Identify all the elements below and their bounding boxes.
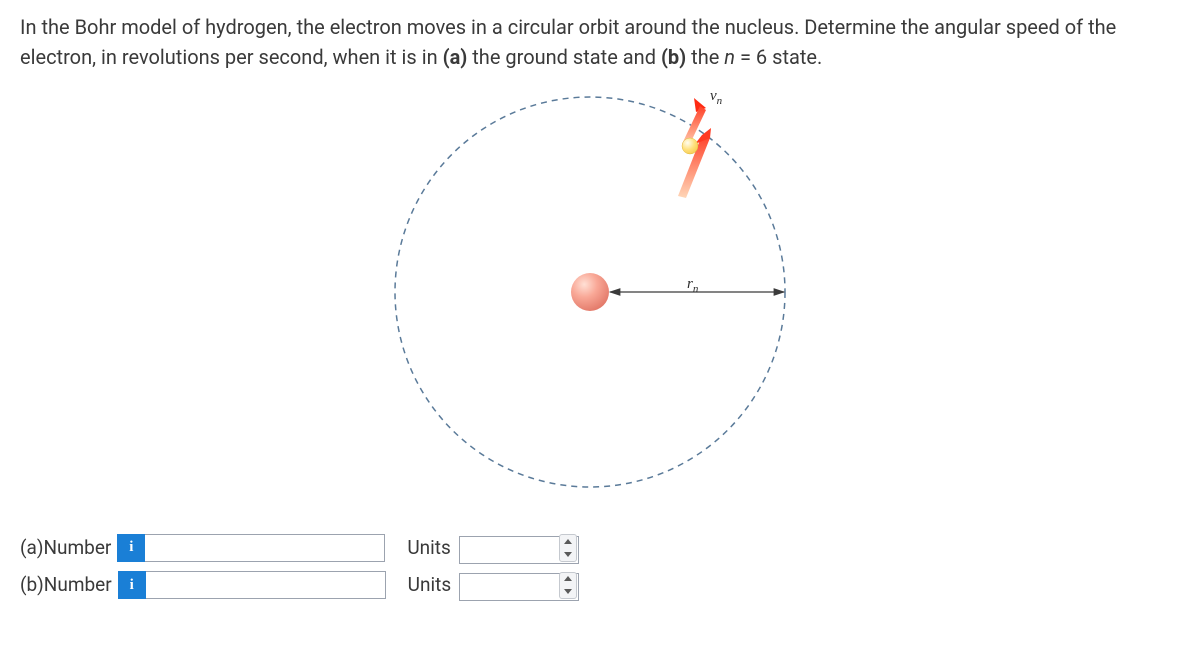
number-input-a[interactable]	[145, 534, 385, 562]
units-select-b[interactable]	[459, 573, 579, 601]
units-select-a[interactable]	[459, 536, 579, 564]
electron	[682, 138, 698, 154]
info-button-b[interactable]: i	[118, 571, 146, 599]
info-button-a[interactable]: i	[117, 534, 145, 562]
answer-row-b: (b)Number i Units	[20, 570, 1180, 602]
row-a-label: (a)Number	[20, 534, 111, 563]
electron-group	[678, 98, 722, 198]
units-label-a: Units	[407, 534, 450, 563]
question-n: n	[724, 45, 735, 69]
question-mid2: the	[686, 45, 724, 69]
question-part-a: (a)	[443, 45, 468, 69]
info-icon: i	[130, 577, 134, 594]
info-icon: i	[129, 539, 133, 556]
question-part-b: (b)	[661, 45, 686, 69]
question-tail: = 6 state.	[735, 45, 822, 69]
question-text: In the Bohr model of hydrogen, the elect…	[20, 12, 1180, 72]
answers-block: (a)Number i Units (b)Number i Units	[20, 532, 1180, 601]
row-b-label: (b)Number	[20, 571, 112, 600]
answer-row-a: (a)Number i Units	[20, 532, 1180, 564]
question-mid: the ground state and	[467, 45, 661, 69]
velocity-label: vn	[710, 88, 723, 107]
nucleus	[571, 273, 609, 311]
number-input-b[interactable]	[146, 571, 386, 599]
bohr-diagram: rn vn	[20, 82, 1180, 502]
units-label-b: Units	[408, 571, 451, 600]
